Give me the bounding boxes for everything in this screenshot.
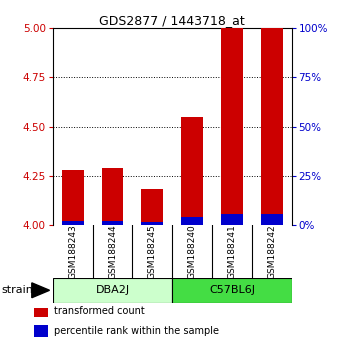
Polygon shape	[32, 283, 49, 298]
Title: GDS2877 / 1443718_at: GDS2877 / 1443718_at	[99, 14, 245, 27]
Bar	[34, 325, 48, 337]
Bar	[102, 168, 123, 225]
Bar	[34, 305, 48, 316]
Text: strain: strain	[2, 285, 33, 295]
Text: GSM188242: GSM188242	[267, 224, 276, 279]
Text: GSM188243: GSM188243	[68, 224, 77, 279]
Text: GSM188241: GSM188241	[227, 224, 236, 279]
Bar	[181, 117, 203, 225]
Text: GSM188244: GSM188244	[108, 224, 117, 279]
Bar	[261, 214, 283, 225]
Bar	[181, 217, 203, 225]
Bar	[142, 189, 163, 225]
Text: GSM188240: GSM188240	[188, 224, 197, 279]
Bar	[62, 221, 84, 225]
Bar	[53, 278, 172, 303]
Bar	[261, 28, 283, 225]
Bar	[172, 278, 292, 303]
Bar	[221, 214, 243, 225]
Text: GSM188245: GSM188245	[148, 224, 157, 279]
Bar	[221, 28, 243, 225]
Text: C57BL6J: C57BL6J	[209, 285, 255, 295]
Text: percentile rank within the sample: percentile rank within the sample	[54, 326, 219, 336]
Text: DBA2J: DBA2J	[95, 285, 130, 295]
Bar	[102, 221, 123, 225]
Bar	[142, 222, 163, 225]
Bar	[62, 170, 84, 225]
Text: transformed count: transformed count	[54, 306, 144, 316]
